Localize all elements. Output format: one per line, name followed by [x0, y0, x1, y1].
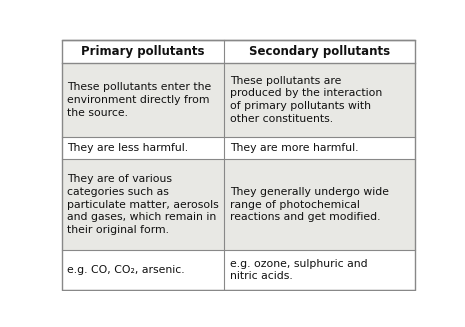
Text: They are more harmful.: They are more harmful.: [230, 143, 358, 153]
Text: e.g. ozone, sulphuric and
nitric acids.: e.g. ozone, sulphuric and nitric acids.: [230, 259, 367, 282]
Text: These pollutants are
produced by the interaction
of primary pollutants with
othe: These pollutants are produced by the int…: [230, 76, 382, 124]
Text: They are less harmful.: They are less harmful.: [67, 143, 188, 153]
Bar: [62, 63, 415, 137]
Text: Primary pollutants: Primary pollutants: [81, 45, 205, 58]
Bar: [62, 159, 415, 250]
Text: Secondary pollutants: Secondary pollutants: [249, 45, 390, 58]
Text: They are of various
categories such as
particulate matter, aerosols
and gases, w: They are of various categories such as p…: [67, 174, 219, 235]
Text: e.g. CO, CO₂, arsenic.: e.g. CO, CO₂, arsenic.: [67, 265, 185, 275]
Text: They generally undergo wide
range of photochemical
reactions and get modified.: They generally undergo wide range of pho…: [230, 187, 389, 222]
Text: These pollutants enter the
environment directly from
the source.: These pollutants enter the environment d…: [67, 82, 212, 118]
